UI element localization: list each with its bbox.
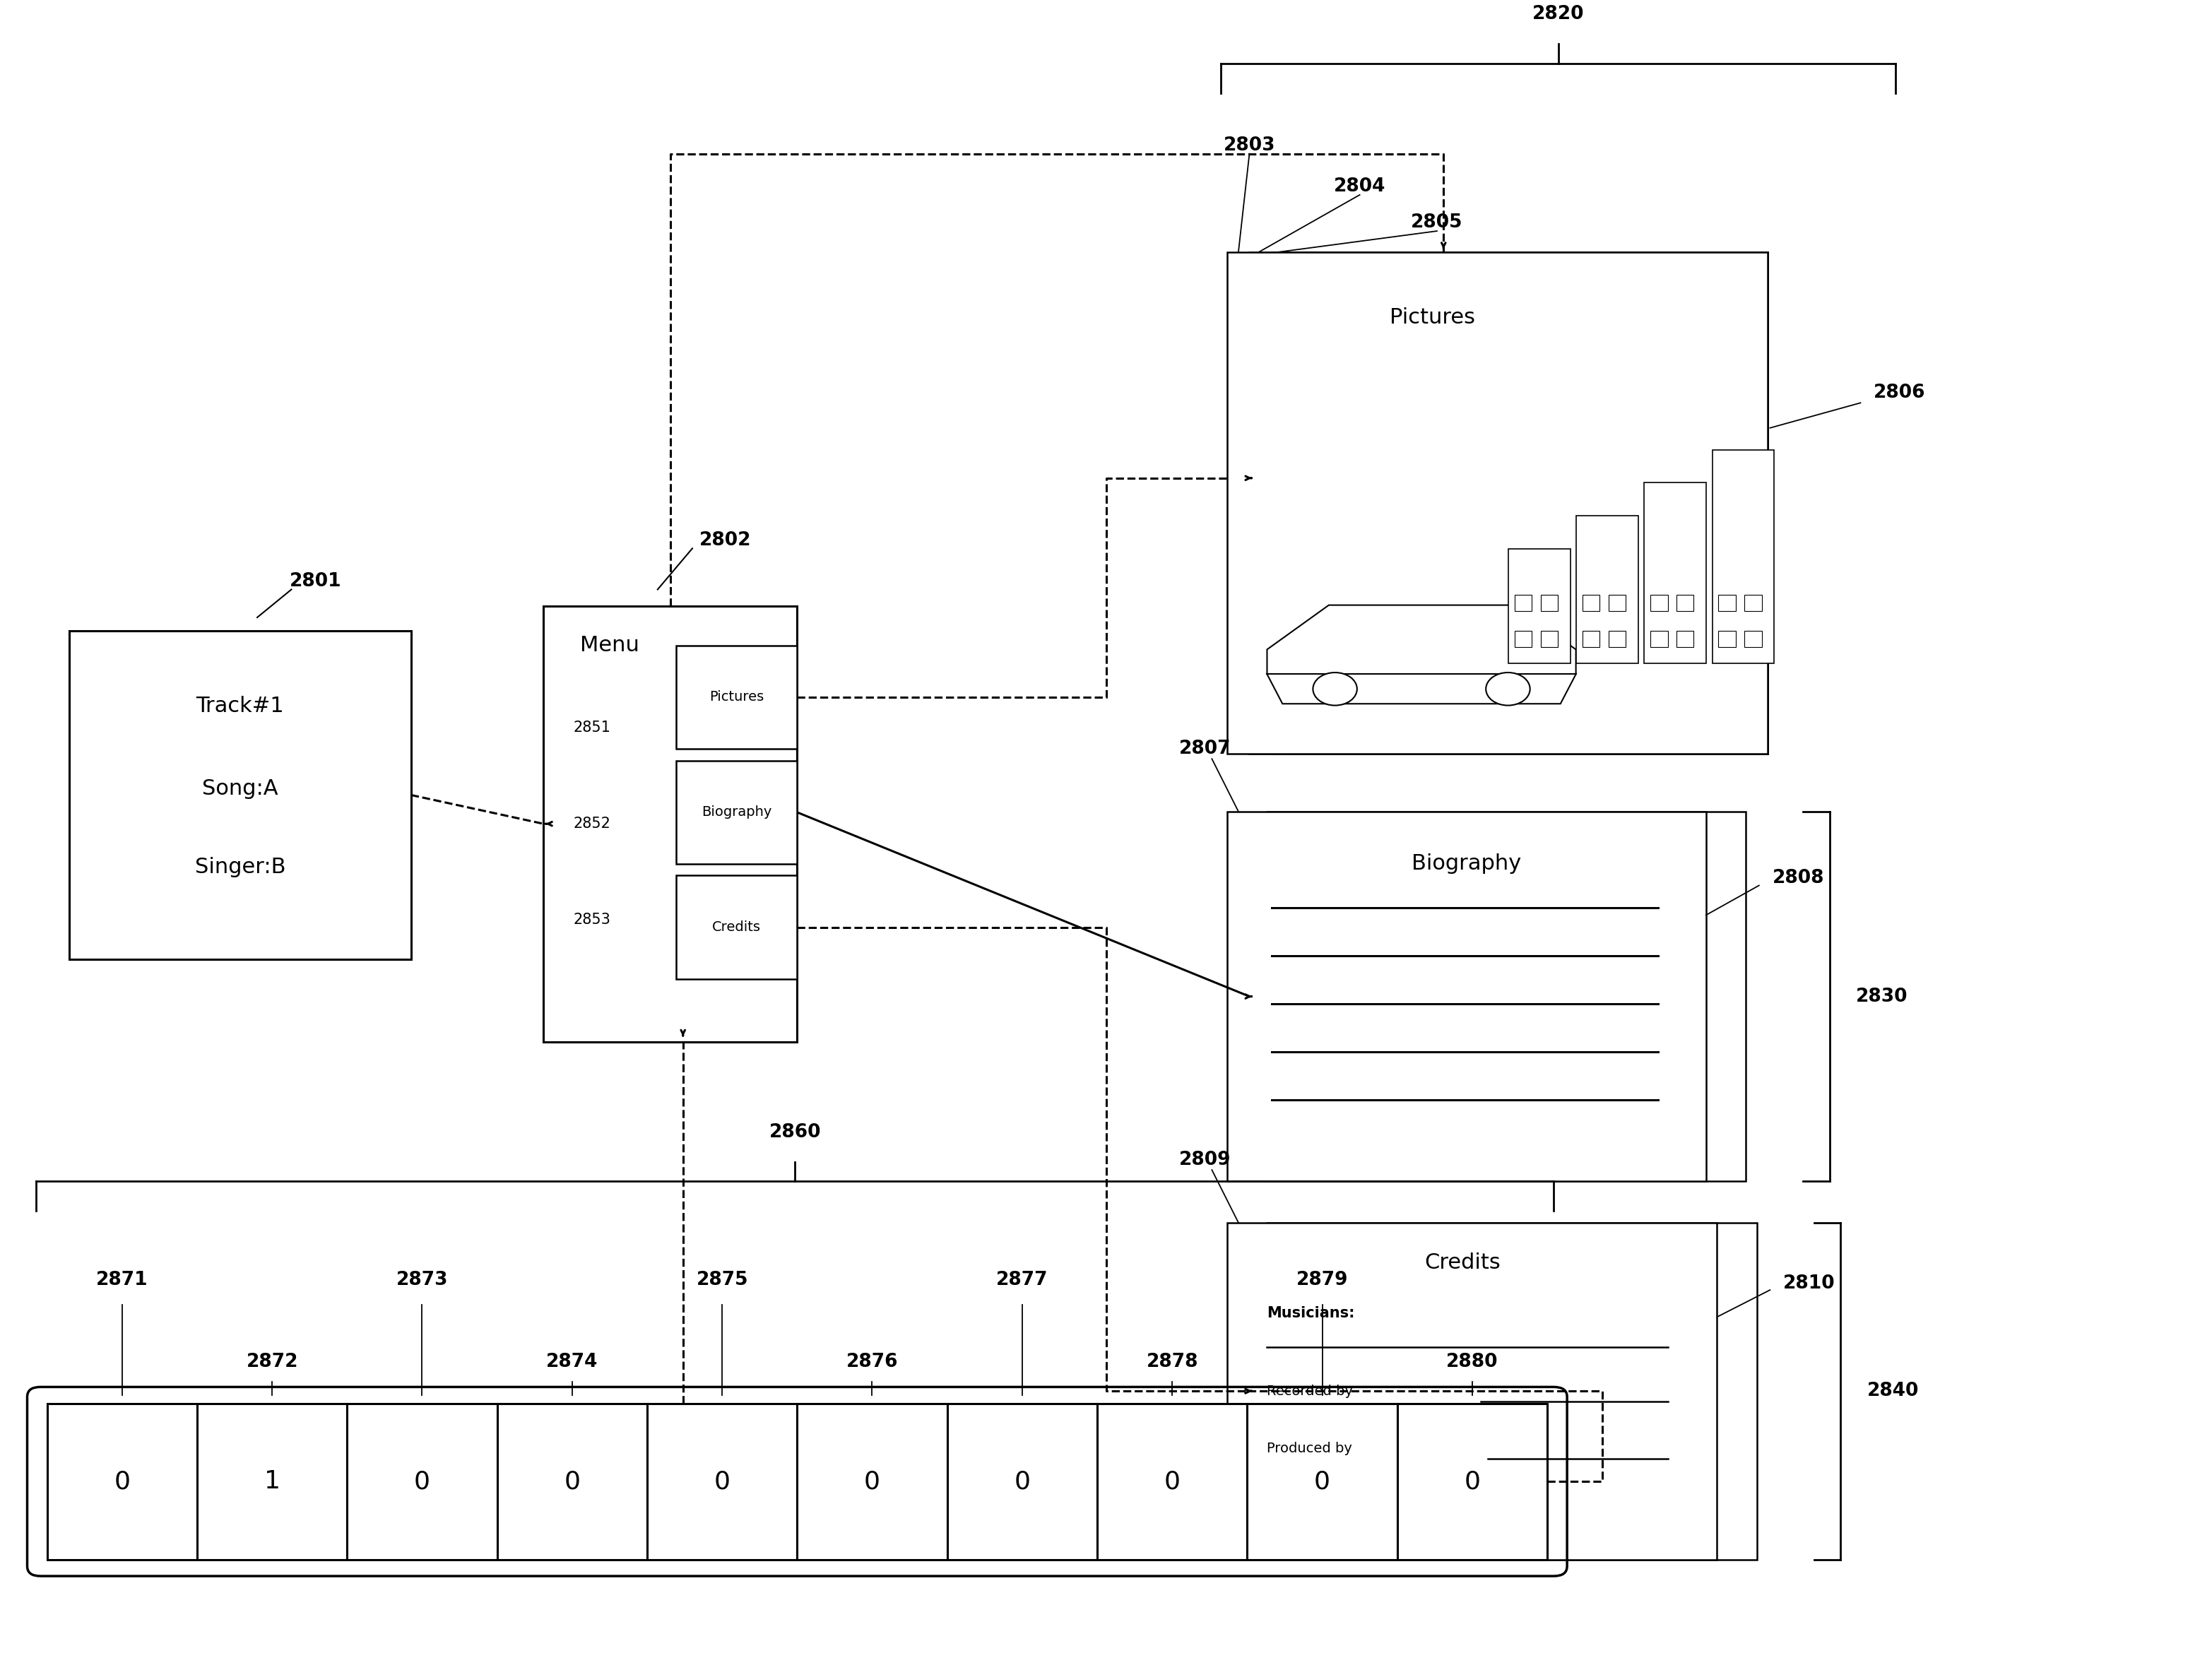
- Text: 2871: 2871: [95, 1271, 148, 1289]
- Circle shape: [1314, 673, 1356, 706]
- Bar: [1228, 1223, 1717, 1560]
- Bar: [1540, 631, 1557, 648]
- Text: 2880: 2880: [1447, 1354, 1498, 1372]
- Text: 2851: 2851: [573, 721, 611, 736]
- Text: 2877: 2877: [995, 1271, 1048, 1289]
- Text: 2804: 2804: [1334, 177, 1385, 195]
- Text: 0: 0: [414, 1470, 429, 1494]
- Bar: [1097, 1403, 1248, 1560]
- Bar: [498, 1403, 648, 1560]
- Text: 2807: 2807: [1179, 741, 1232, 759]
- Text: Pictures: Pictures: [1389, 307, 1475, 327]
- Bar: [796, 1403, 947, 1560]
- Text: 0: 0: [115, 1470, 131, 1494]
- Bar: [1719, 631, 1736, 648]
- Text: 2806: 2806: [1874, 383, 1927, 402]
- Bar: [1608, 631, 1626, 648]
- Text: 0: 0: [1314, 1470, 1329, 1494]
- Bar: [648, 1403, 796, 1560]
- Bar: [1267, 1223, 1756, 1560]
- Text: Track#1: Track#1: [197, 696, 283, 716]
- Bar: [46, 1403, 197, 1560]
- Text: Biography: Biography: [1411, 853, 1522, 873]
- Bar: [677, 876, 796, 979]
- Text: 2876: 2876: [847, 1354, 898, 1372]
- Bar: [1582, 595, 1599, 612]
- Bar: [69, 630, 411, 959]
- Text: Musicians:: Musicians:: [1267, 1306, 1356, 1321]
- Bar: [1515, 595, 1533, 612]
- Text: 2830: 2830: [1856, 987, 1909, 1005]
- Text: 2803: 2803: [1223, 136, 1276, 155]
- Text: 1: 1: [263, 1470, 281, 1494]
- Text: 0: 0: [714, 1470, 730, 1494]
- Text: 2873: 2873: [396, 1271, 449, 1289]
- Bar: [1745, 595, 1761, 612]
- Bar: [1745, 631, 1761, 648]
- Text: Credits: Credits: [712, 921, 761, 934]
- Text: 2802: 2802: [699, 531, 752, 549]
- Bar: [677, 760, 796, 865]
- Bar: [1644, 483, 1705, 663]
- Text: 2852: 2852: [573, 817, 611, 831]
- Bar: [1515, 631, 1533, 648]
- Circle shape: [1486, 673, 1531, 706]
- Bar: [1228, 253, 1767, 754]
- Bar: [1267, 812, 1745, 1182]
- Bar: [1582, 631, 1599, 648]
- Text: 0: 0: [865, 1470, 880, 1494]
- Text: Credits: Credits: [1425, 1253, 1500, 1273]
- Bar: [1608, 595, 1626, 612]
- Text: Biography: Biography: [701, 805, 772, 818]
- Bar: [1294, 253, 1767, 754]
- Text: 2879: 2879: [1296, 1271, 1347, 1289]
- Bar: [197, 1403, 347, 1560]
- Text: Menu: Menu: [580, 635, 639, 655]
- Text: 2875: 2875: [697, 1271, 748, 1289]
- Text: Song:A: Song:A: [201, 779, 279, 798]
- Bar: [1677, 631, 1694, 648]
- Text: 2878: 2878: [1146, 1354, 1199, 1372]
- Bar: [677, 645, 796, 749]
- Bar: [1509, 549, 1571, 663]
- Text: 0: 0: [1464, 1470, 1480, 1494]
- Text: Recorded by: Recorded by: [1267, 1384, 1354, 1398]
- Text: 2874: 2874: [546, 1354, 597, 1372]
- Bar: [1719, 595, 1736, 612]
- Text: 0: 0: [564, 1470, 580, 1494]
- Text: 2860: 2860: [770, 1122, 821, 1141]
- Bar: [1398, 1403, 1546, 1560]
- Text: 0: 0: [1013, 1470, 1031, 1494]
- Bar: [1650, 631, 1668, 648]
- Text: 2809: 2809: [1179, 1150, 1232, 1169]
- Bar: [1248, 1403, 1398, 1560]
- Bar: [1272, 253, 1767, 754]
- Bar: [1540, 595, 1557, 612]
- Bar: [1250, 253, 1767, 754]
- Text: 2853: 2853: [573, 912, 611, 927]
- Text: 2872: 2872: [246, 1354, 299, 1372]
- Text: 2808: 2808: [1772, 869, 1825, 888]
- Text: 2840: 2840: [1867, 1382, 1920, 1400]
- Bar: [347, 1403, 498, 1560]
- Bar: [1577, 516, 1639, 663]
- Polygon shape: [1267, 605, 1575, 704]
- Bar: [1228, 812, 1705, 1182]
- Text: Produced by: Produced by: [1267, 1441, 1352, 1455]
- Bar: [1677, 595, 1694, 612]
- Text: 2810: 2810: [1783, 1274, 1836, 1293]
- Text: 0: 0: [1164, 1470, 1181, 1494]
- Bar: [544, 607, 796, 1041]
- Text: Pictures: Pictures: [710, 691, 763, 704]
- Bar: [1712, 450, 1774, 663]
- Text: 2801: 2801: [290, 572, 341, 590]
- Text: 2805: 2805: [1411, 213, 1462, 231]
- Text: 2820: 2820: [1533, 5, 1584, 23]
- Text: Singer:B: Singer:B: [195, 858, 285, 878]
- Bar: [947, 1403, 1097, 1560]
- Bar: [1650, 595, 1668, 612]
